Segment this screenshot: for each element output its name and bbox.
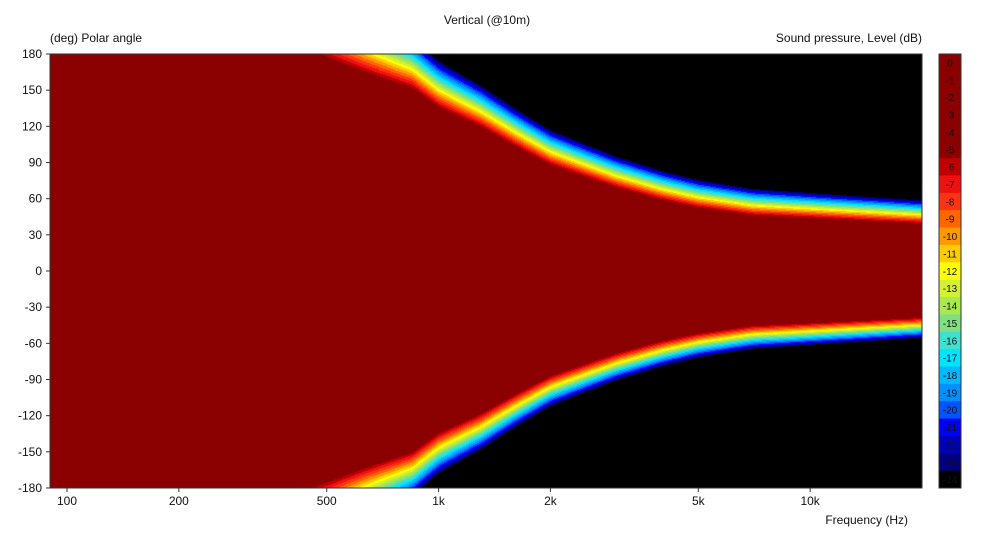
colorbar-frame xyxy=(938,53,962,489)
colorbar-swatch xyxy=(939,88,961,107)
colorbar-swatch xyxy=(939,158,961,177)
x-axis-ticks: 100 200 500 1k 2k 5k 10k xyxy=(57,488,821,508)
colorbar-swatch xyxy=(939,435,961,454)
colorbar-swatch xyxy=(939,106,961,124)
y-tick-label: -60 xyxy=(25,336,43,350)
colorbar-swatch xyxy=(939,210,961,229)
colorbar-swatch xyxy=(939,470,961,489)
x-tick-label: 100 xyxy=(57,494,77,508)
colorbar-level-label: -1 xyxy=(946,76,955,87)
colorbar: 0 -1 -2 -3 -4 -5 -6 -7 -8 -9 -10 -11 -12 -13 -14 -15 -16… xyxy=(938,53,962,489)
colorbar-level-label: -6 xyxy=(946,163,955,174)
x-tick-label: 500 xyxy=(317,494,337,508)
colorbar-swatch xyxy=(939,366,961,385)
colorbar-level-label: 0 xyxy=(947,58,953,69)
y-tick-label: 150 xyxy=(22,83,42,97)
colorbar-level-label: -11 xyxy=(943,249,957,260)
colorbar-level-label: -23 xyxy=(943,458,958,469)
colorbar-swatch xyxy=(939,383,961,402)
colorbar-level-label: -13 xyxy=(943,284,958,295)
colorbar-swatch xyxy=(939,71,961,90)
colorbar-level-label: -12 xyxy=(943,267,958,278)
colorbar-swatch xyxy=(939,175,961,194)
y-tick-label: 120 xyxy=(22,119,42,133)
colorbar-level-label: -7 xyxy=(946,180,955,191)
y-tick-label: 90 xyxy=(29,156,43,170)
colorbar-level-label: -17 xyxy=(943,354,958,365)
colorbar-swatch xyxy=(939,192,961,211)
colorbar-swatch xyxy=(939,297,961,315)
heatmap-image xyxy=(50,54,922,488)
colorbar-swatch xyxy=(939,227,961,246)
y-tick-label: -30 xyxy=(25,300,43,314)
colorbar-swatch xyxy=(939,349,961,367)
chart-title: Vertical (@10m) xyxy=(444,13,530,27)
colorbar-swatch xyxy=(939,244,961,263)
colorbar-level-label: -19 xyxy=(943,388,958,399)
colorbar-level-label: -18 xyxy=(943,371,958,382)
colorbar-level-label: -22 xyxy=(943,440,958,451)
y-axis-ticks: 180 150 120 90 60 30 0 -30 -60 -90 -120 -150 -180 xyxy=(18,47,50,495)
colorbar-level-label: -14 xyxy=(943,302,958,313)
x-tick-label: 10k xyxy=(800,494,820,508)
y-tick-label: -150 xyxy=(18,445,42,459)
colorbar-level-label: -24 xyxy=(943,475,958,486)
y-tick-label: 180 xyxy=(22,47,42,61)
colorbar-swatch xyxy=(939,123,961,142)
colorbar-swatch xyxy=(939,418,961,437)
colorbar-swatch xyxy=(939,140,961,159)
colorbar-level-label: -9 xyxy=(946,215,955,226)
x-tick-label: 5k xyxy=(692,494,706,508)
x-tick-label: 2k xyxy=(544,494,558,508)
x-tick-label: 200 xyxy=(169,494,189,508)
colorbar-level-label: -3 xyxy=(946,111,955,122)
colorbar-level-label: -16 xyxy=(943,336,958,347)
x-tick-label: 1k xyxy=(432,494,446,508)
y-tick-label: -120 xyxy=(18,409,42,423)
colorbar-swatch xyxy=(939,54,961,72)
colorbar-swatch xyxy=(939,279,961,298)
y-axis-label: (deg) Polar angle xyxy=(50,31,142,45)
colorbar-swatch xyxy=(939,401,961,420)
colorbar-level-label: -15 xyxy=(943,319,958,330)
colorbar-level-label: -21 xyxy=(943,423,958,434)
colorbar-level-label: -10 xyxy=(943,232,958,243)
plot-area xyxy=(49,53,923,489)
x-axis-label: Frequency (Hz) xyxy=(825,513,908,527)
y-tick-label: 60 xyxy=(29,192,43,206)
colorbar-swatch xyxy=(939,453,961,472)
colorbar-swatch xyxy=(939,262,961,281)
colorbar-title: Sound pressure, Level (dB) xyxy=(776,31,922,45)
y-tick-label: -90 xyxy=(25,373,43,387)
colorbar-level-label: -8 xyxy=(946,197,955,208)
colorbar-swatch xyxy=(939,331,961,350)
colorbar-level-label: -2 xyxy=(946,93,955,104)
y-tick-label: 30 xyxy=(29,228,43,242)
y-tick-label: 0 xyxy=(35,264,42,278)
colorbar-level-label: -5 xyxy=(946,145,955,156)
colorbar-level-label: -20 xyxy=(943,406,958,417)
y-tick-label: -180 xyxy=(18,481,42,495)
colorbar-swatch xyxy=(939,314,961,333)
colorbar-level-label: -4 xyxy=(946,128,955,139)
